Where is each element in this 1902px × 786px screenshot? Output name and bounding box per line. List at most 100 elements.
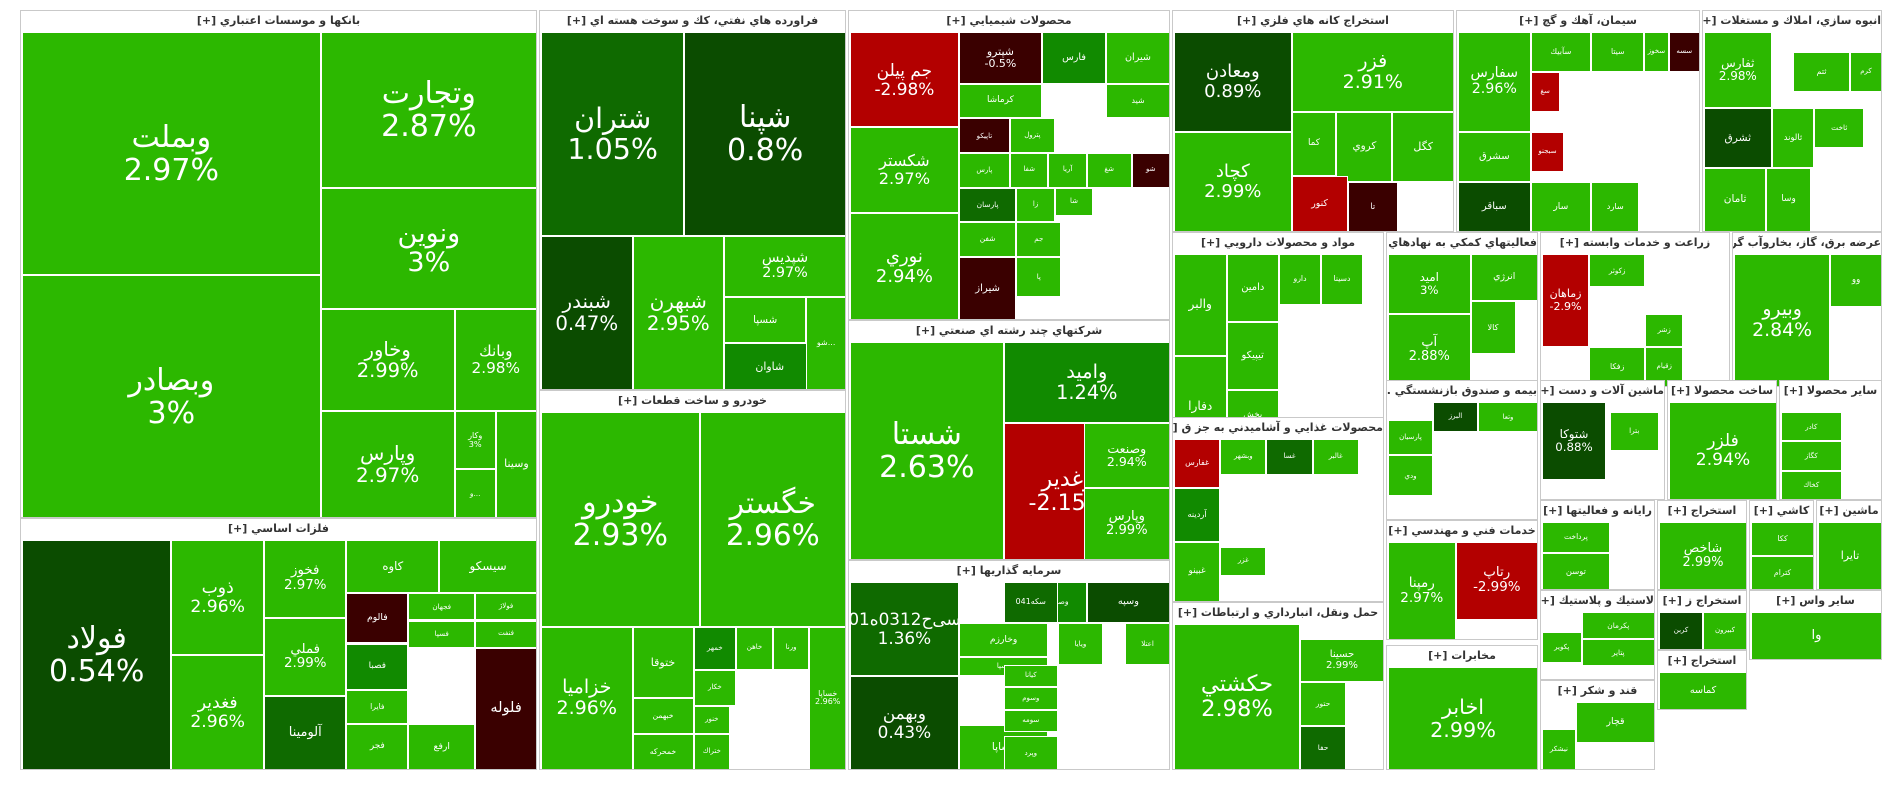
stock-tile[interactable]: فملي 2.99% xyxy=(264,618,347,697)
stock-tile[interactable]: غالبر xyxy=(1312,439,1359,475)
stock-tile[interactable]: ختراك xyxy=(693,734,731,769)
stock-tile[interactable]: فلوله xyxy=(475,648,536,769)
stock-tile[interactable]: وتجارت 2.87% xyxy=(320,32,536,188)
stock-tile[interactable]: كرم xyxy=(1849,52,1881,92)
stock-tile[interactable]: ختوقا xyxy=(632,626,694,699)
stock-tile[interactable]: فصبا xyxy=(346,643,409,690)
stock-tile[interactable]: سی‌ح0312ه01 1.36% xyxy=(850,582,959,676)
stock-tile[interactable]: وسا xyxy=(1766,168,1811,231)
stock-tile[interactable]: وبيرو 2.84% xyxy=(1734,254,1831,386)
stock-tile[interactable]: خكار xyxy=(693,669,737,706)
stock-tile[interactable]: خگستر 2.96% xyxy=(699,412,845,627)
stock-tile[interactable]: ككا xyxy=(1751,522,1813,556)
stock-tile[interactable]: سيتا xyxy=(1591,32,1645,72)
stock-tile[interactable]: حتور xyxy=(1300,682,1347,727)
stock-tile[interactable]: نيشكر xyxy=(1542,729,1576,769)
stock-tile[interactable]: شبندر 0.47% xyxy=(541,236,633,389)
sector-title[interactable]: ساير واس [+] xyxy=(1750,591,1881,611)
stock-tile[interactable]: آردينه xyxy=(1174,487,1221,542)
sector-title[interactable]: حمل ونقل، انبارداري و ارتباطات [+] xyxy=(1173,603,1383,623)
sector-title[interactable]: كاشي [+] xyxy=(1750,501,1813,521)
stock-tile[interactable]: كبيرون xyxy=(1703,612,1746,649)
stock-tile[interactable]: شو xyxy=(1131,152,1169,188)
stock-tile[interactable]: بترا xyxy=(1609,411,1659,451)
stock-tile[interactable]: رمپنا 2.97% xyxy=(1388,542,1456,639)
stock-tile[interactable]: شاوان xyxy=(724,343,816,389)
stock-tile[interactable]: شفن xyxy=(958,222,1017,257)
stock-tile[interactable]: شاخص 2.99% xyxy=(1659,522,1746,589)
stock-tile[interactable]: خمحركه xyxy=(632,734,694,769)
stock-tile[interactable]: وخاور 2.99% xyxy=(320,309,455,412)
stock-tile[interactable]: كربن xyxy=(1659,612,1703,649)
stock-tile[interactable]: حسينا 2.99% xyxy=(1300,638,1383,683)
stock-tile[interactable]: خمهر xyxy=(693,626,737,670)
stock-tile[interactable]: خبهمن xyxy=(632,698,694,735)
sector-title[interactable]: مواد و محصولات دارويي [+] xyxy=(1173,233,1383,253)
stock-tile[interactable]: تايرا xyxy=(1818,522,1881,589)
stock-tile[interactable]: شسپا xyxy=(724,296,807,344)
stock-tile[interactable]: پارسيان xyxy=(1388,419,1433,456)
stock-tile[interactable]: غفارس xyxy=(1174,439,1221,488)
stock-tile[interactable]: كگل xyxy=(1392,112,1453,182)
stock-tile[interactable]: سسه xyxy=(1668,32,1699,72)
stock-tile[interactable]: وصنعت 2.94% xyxy=(1083,422,1169,489)
stock-tile[interactable]: ثالوند xyxy=(1771,108,1815,168)
stock-tile[interactable]: وبصادر 3% xyxy=(22,275,321,517)
stock-tile[interactable]: انرژي xyxy=(1470,254,1537,301)
stock-tile[interactable]: پكوير xyxy=(1542,632,1582,663)
stock-tile[interactable]: خودرو 2.93% xyxy=(541,412,700,627)
stock-tile[interactable]: سارد xyxy=(1591,182,1640,231)
stock-tile[interactable]: شپترو -0.5% xyxy=(958,32,1042,84)
stock-tile[interactable]: شبهرن 2.95% xyxy=(632,236,724,389)
stock-tile[interactable]: زماهان -2.9% xyxy=(1542,254,1589,348)
sector-title[interactable]: ساخت محصولا [+] xyxy=(1668,381,1776,401)
stock-tile[interactable]: پتاير xyxy=(1581,639,1654,667)
stock-tile[interactable]: فلزر 2.94% xyxy=(1669,402,1776,499)
stock-tile[interactable]: سار xyxy=(1530,182,1592,231)
stock-tile[interactable]: زقيام xyxy=(1645,347,1683,386)
stock-tile[interactable]: خساپا 2.96% xyxy=(809,626,845,769)
sector-title[interactable]: شركتهاي چند رشته اي صنعتي [+] xyxy=(849,321,1169,341)
stock-tile[interactable]: كنور xyxy=(1291,176,1348,231)
stock-tile[interactable]: كترام xyxy=(1751,556,1813,589)
stock-tile[interactable]: پكرمان xyxy=(1581,612,1654,640)
stock-tile[interactable]: سشرق xyxy=(1458,132,1531,182)
stock-tile[interactable]: وبملت 2.97% xyxy=(22,32,321,275)
stock-tile[interactable]: آلومينا xyxy=(264,696,347,769)
stock-tile[interactable]: شتوكا 0.88% xyxy=(1542,402,1606,481)
stock-tile[interactable]: وسوم xyxy=(1003,687,1058,710)
sector-title[interactable]: فلزات اساسي [+] xyxy=(21,519,536,539)
stock-tile[interactable]: سغ xyxy=(1530,72,1560,112)
sector-title[interactable]: ماشين [+] xyxy=(1817,501,1881,521)
stock-tile[interactable]: وو xyxy=(1830,254,1881,308)
stock-tile[interactable]: سفارس 2.96% xyxy=(1458,32,1531,132)
stock-tile[interactable]: كروي xyxy=(1336,112,1393,182)
stock-tile[interactable]: شيد xyxy=(1106,83,1169,119)
stock-tile[interactable]: فخوز 2.97% xyxy=(264,540,347,619)
stock-tile[interactable]: تيپيكو xyxy=(1226,322,1279,390)
stock-tile[interactable]: دسينا xyxy=(1321,254,1363,305)
stock-tile[interactable]: فغدير 2.96% xyxy=(171,655,265,769)
stock-tile[interactable]: شستا 2.63% xyxy=(850,342,1004,559)
sector-title[interactable]: محصولات غذايي و آشاميدني به جز ق [+] xyxy=(1173,418,1383,438)
stock-tile[interactable]: شيران xyxy=(1106,32,1169,84)
stock-tile[interactable]: زكوثر xyxy=(1589,254,1646,288)
stock-tile[interactable]: پارس xyxy=(958,152,1010,188)
stock-tile[interactable]: ثتم xyxy=(1793,52,1850,92)
stock-tile[interactable]: شا xyxy=(1054,187,1094,217)
stock-tile[interactable]: واميد 1.24% xyxy=(1003,342,1169,423)
stock-tile[interactable]: زشر xyxy=(1645,313,1683,348)
stock-tile[interactable]: غزر xyxy=(1220,546,1267,576)
sector-title[interactable]: استخراج [+] xyxy=(1658,501,1746,521)
stock-tile[interactable]: فسپا xyxy=(408,620,476,649)
stock-tile[interactable]: كالا xyxy=(1470,300,1516,354)
stock-tile[interactable]: رتاپ -2.99% xyxy=(1455,542,1537,621)
stock-tile[interactable]: وتعا xyxy=(1478,402,1537,432)
sector-title[interactable]: قند و شكر [+] xyxy=(1541,681,1654,701)
sector-title[interactable]: فراورده هاي نفتي، كك و سوخت هسته اي [+] xyxy=(540,11,845,31)
stock-tile[interactable]: ثشرق xyxy=(1704,108,1772,168)
stock-tile[interactable]: سخوز xyxy=(1644,32,1669,72)
stock-tile[interactable]: اعتلا xyxy=(1125,623,1169,665)
stock-tile[interactable]: والبر xyxy=(1174,254,1227,356)
stock-tile[interactable]: حفا xyxy=(1300,726,1347,769)
